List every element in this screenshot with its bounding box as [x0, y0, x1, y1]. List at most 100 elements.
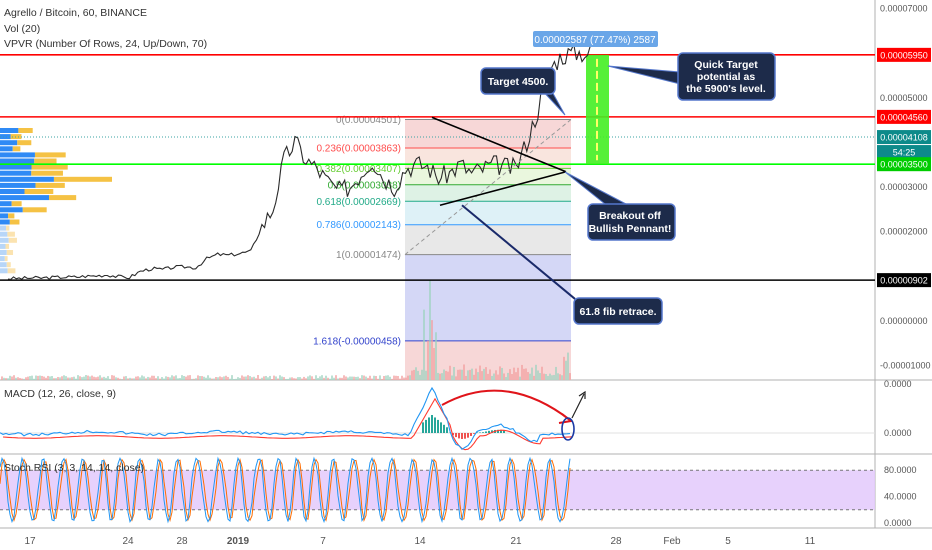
vpvr-up-bar [0, 128, 19, 133]
vpvr-down-bar [9, 219, 20, 225]
vpvr-down-bar [31, 170, 63, 176]
vpvr-down-bar [6, 225, 10, 231]
price-axis-tick: 0.00007000 [880, 4, 928, 14]
vpvr-down-bar [5, 243, 10, 249]
vpvr-down-bar [8, 237, 17, 243]
price-label-box [877, 109, 931, 124]
macd-indicator-label[interactable]: MACD (12, 26, close, 9) [4, 388, 117, 400]
vpvr-up-bar [0, 237, 9, 243]
vpvr-up-bar [0, 134, 11, 140]
fib-level-label: 0.382(0.00003407) [316, 164, 401, 175]
price-axis-tick: 0.00005000 [880, 93, 928, 103]
vpvr-down-bar [49, 195, 77, 201]
price-label-text: 0.00004108 [880, 133, 928, 143]
price-label-text: 0.00005950 [880, 50, 928, 60]
vpvr-down-bar [18, 128, 33, 133]
vpvr-down-bar [7, 231, 15, 237]
vpvr-down-bar [31, 164, 68, 170]
vpvr-up-bar [0, 140, 18, 146]
vpvr-down-bar [34, 158, 57, 164]
callout-quick-target: Quick Target potential as the 5900's lev… [607, 52, 776, 101]
callout-breakout: Breakout off Bullish Pennant!Breakout of… [564, 171, 676, 241]
fib-level-label: 1.618(-0.00000458) [313, 336, 401, 347]
price-label: 0.00004560 [877, 109, 931, 124]
vpvr-down-bar [11, 201, 22, 207]
price-axis-tick: -0.00001000 [880, 361, 931, 371]
vpvr-up-bar [0, 195, 50, 201]
time-axis-tick: 28 [610, 536, 622, 547]
fib-level-label: 0.236(0.00003863) [316, 143, 401, 154]
macd-up-arrow [571, 393, 585, 419]
vpvr-down-bar [34, 152, 66, 158]
macd-axis-tick: 0.0000 [884, 428, 912, 438]
time-axis-tick: 17 [24, 536, 36, 547]
fib-level-label: 0(0.00004501) [336, 115, 401, 126]
fib-level-label: 1(0.00001474) [336, 250, 401, 261]
volume-indicator-label[interactable]: Vol (20) [4, 23, 41, 35]
callout-text: Target 4500. [488, 76, 549, 88]
macd-divergence-arc [441, 389, 571, 421]
callout-text-line: potential as [697, 71, 756, 83]
price-label: 0.00005950 [877, 47, 931, 62]
stoch-rsi-indicator-label[interactable]: Stoch RSI (3, 3, 14, 14, close) [4, 462, 145, 474]
vpvr-up-bar [0, 262, 7, 268]
fib-zone [405, 201, 571, 225]
callout-box [480, 67, 556, 95]
price-label-text: 54:25 [893, 148, 916, 158]
vpvr-down-bar [6, 262, 11, 268]
pennant-lower-trendline [439, 171, 567, 207]
vpvr-down-bar [7, 268, 16, 274]
fib-level-label: 0.5(0.00003038) [328, 180, 401, 191]
symbol-title[interactable]: Agrello / Bitcoin, 60, BINANCE [4, 7, 147, 19]
callout-text-line: Bullish Pennant! [589, 223, 672, 235]
vpvr-up-bar [0, 182, 36, 188]
vpvr-up-bar [0, 219, 10, 225]
stoch-axis-tick: 40.0000 [884, 492, 917, 502]
measure-label: 0.00002587 (77.47%) 2587 [534, 35, 656, 46]
callout-text: 61.8 fib retrace. [579, 306, 656, 318]
vpvr-down-bar [17, 140, 32, 146]
macd-axis-tick: 0.0000 [884, 379, 912, 389]
macd-signal-line [2, 397, 574, 451]
vpvr-down-bar [53, 176, 112, 182]
callout-target-4500: Target 4500. [480, 67, 566, 116]
fib-zone [405, 224, 571, 255]
vpvr-down-bar [22, 207, 47, 213]
macd-cross-circle [561, 417, 575, 441]
vpvr-down-bar [12, 146, 21, 152]
time-axis-tick: 5 [725, 536, 731, 547]
time-axis-tick: Feb [663, 536, 681, 547]
price-axis-tick: 0.00003000 [880, 182, 928, 192]
vpvr-up-bar [0, 231, 8, 237]
price-label-text: 0.00000902 [880, 276, 928, 286]
price-label: 54:25 [877, 145, 931, 160]
vpvr-up-bar [0, 201, 12, 207]
price-label: 0.00003500 [877, 157, 931, 172]
vpvr-down-bar [8, 213, 15, 219]
vpvr-up-bar [0, 213, 9, 219]
callout-text-line: Quick Target [694, 59, 758, 71]
price-label-box [877, 273, 931, 288]
price-series-line [7, 41, 591, 281]
vpvr-down-bar [6, 250, 14, 255]
fib-zone [405, 119, 571, 148]
macd-line [0, 386, 571, 451]
vpvr-up-bar [0, 256, 5, 262]
vpvr-up-bar [0, 158, 35, 164]
price-label: 0.00000902 [877, 273, 931, 288]
callout-fib-retrace: 61.8 fib retrace. [573, 297, 663, 325]
vpvr-up-bar [0, 207, 23, 213]
vpvr-up-bar [0, 225, 7, 231]
vpvr-down-bar [4, 256, 8, 262]
vpvr-indicator-label[interactable]: VPVR (Number Of Rows, 24, Up/Down, 70) [4, 38, 208, 50]
fib-level-label: 0.786(0.00002143) [316, 220, 401, 231]
time-axis-tick: 14 [414, 536, 426, 547]
vpvr-up-bar [0, 268, 8, 274]
vpvr-down-bar [10, 134, 22, 140]
vpvr-up-bar [0, 170, 32, 176]
measure-label-box [533, 31, 658, 47]
vpvr-up-bar [0, 189, 25, 194]
price-label-box [877, 157, 931, 172]
